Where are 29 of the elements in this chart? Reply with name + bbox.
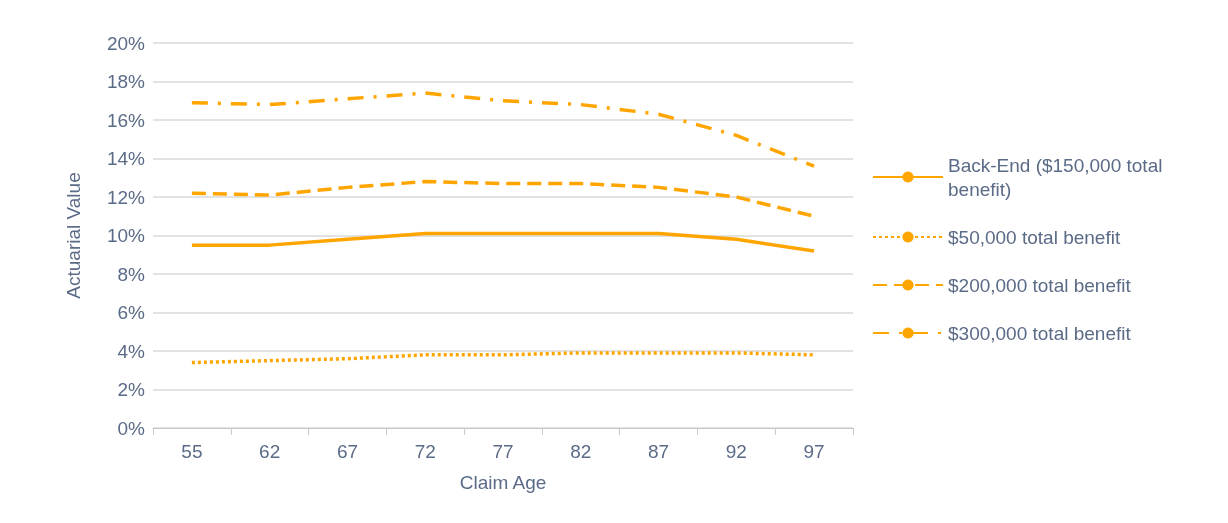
x-tick-label: 62 [259,441,281,462]
x-tick-label: 72 [414,441,436,462]
legend-label: $200,000 total benefit [948,274,1132,296]
y-tick-label: 14% [106,148,146,169]
x-tick-label: 77 [492,441,514,462]
legend-label: $50,000 total benefit [948,226,1121,248]
x-tick-label: 97 [803,441,825,462]
line-series [190,351,816,365]
y-tick-label: 20% [106,32,146,54]
legend-label: $300,000 total benefit [948,322,1132,344]
x-tick-label: 67 [336,441,359,462]
x-tick-label: 82 [570,441,592,462]
y-tick-label: 12% [106,186,146,208]
y-tick-label: 10% [106,225,146,246]
x-tick-label: 92 [725,441,747,462]
y-tick-label: 18% [106,71,146,92]
y-tick-label: 16% [106,109,146,131]
line-series [190,231,816,253]
y-tick-label: 2% [117,379,146,400]
line-series [190,91,816,168]
y-tick-label: 6% [117,302,146,323]
y-axis-title: Actuarial Value [63,172,84,299]
x-tick-label: 55 [181,441,203,462]
x-tick-label: 87 [647,441,670,462]
y-tick-label: 8% [117,263,146,285]
legend-label: Back-End ($150,000 total benefit) [948,154,1168,200]
x-axis-title: Claim Age [459,472,547,493]
y-tick-label: 0% [117,417,146,439]
y-tick-label: 4% [117,340,146,362]
